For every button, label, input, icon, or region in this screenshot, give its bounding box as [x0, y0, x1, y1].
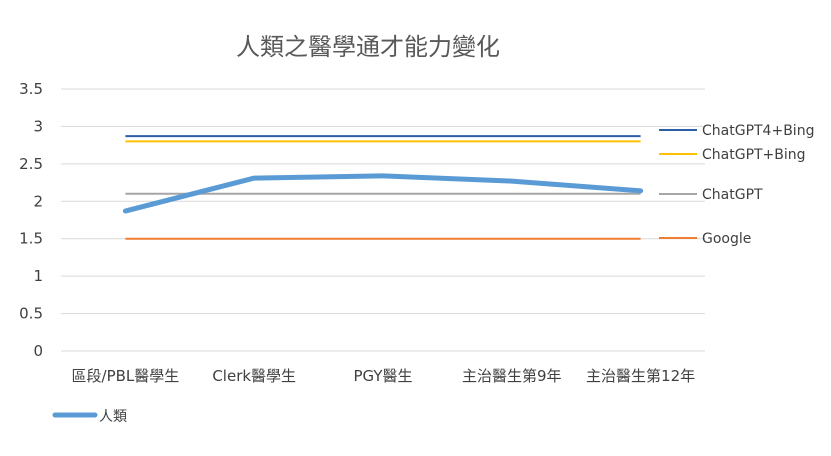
- y-tick-label: 0: [33, 342, 43, 360]
- y-tick-label: 2: [33, 192, 43, 210]
- gridlines: [61, 88, 705, 352]
- legend-label: Google: [702, 231, 751, 247]
- x-category-label: 主治醫生第12年: [586, 367, 695, 385]
- y-tick-label: 1: [33, 267, 43, 285]
- x-category-label: Clerk醫學生: [212, 367, 296, 385]
- legend-label: ChatGPT+Bing: [702, 147, 806, 163]
- y-tick-label: 3: [33, 117, 43, 135]
- legend-label: ChatGPT4+Bing: [702, 123, 814, 139]
- series-lines: [122, 173, 644, 214]
- legend-label: ChatGPT: [702, 187, 763, 203]
- x-category-label: 區段/PBL醫學生: [72, 367, 180, 385]
- y-axis-ticks: 0 0.5 1 1.5 2 2.5 3 3.5: [19, 80, 43, 360]
- chart-title: 人類之醫學通才能力變化: [236, 33, 500, 61]
- legend: ChatGPT4+Bing ChatGPT+Bing ChatGPT Google 人類: [52, 123, 814, 425]
- y-tick-label: 3.5: [19, 80, 43, 98]
- y-tick-label: 1.5: [19, 230, 43, 248]
- x-category-label: 主治醫生第9年: [462, 367, 562, 385]
- x-category-label: PGY醫生: [353, 367, 412, 385]
- x-axis-categories: 區段/PBL醫學生 Clerk醫學生 PGY醫生 主治醫生第9年 主治醫生第12年: [72, 367, 696, 385]
- series-line: [122, 173, 644, 214]
- y-tick-label: 0.5: [19, 305, 43, 323]
- y-tick-label: 2.5: [19, 155, 43, 173]
- reference-lines: [125, 135, 641, 240]
- legend-label: 人類: [99, 409, 127, 425]
